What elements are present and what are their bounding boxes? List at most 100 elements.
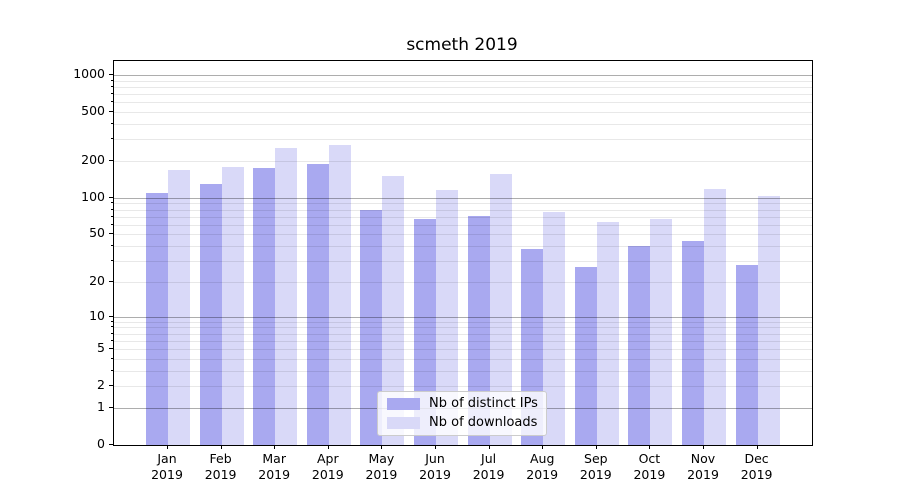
legend: Nb of distinct IPs Nb of downloads [377, 391, 547, 436]
bar-downloads-dec [757, 195, 780, 445]
y-minor-tick-mark [111, 79, 113, 81]
bar-downloads-jun [436, 189, 458, 445]
x-tick-mark [274, 445, 276, 449]
y-tick-mark [109, 74, 113, 75]
x-tick-label-jun: Jun 2019 [419, 451, 451, 482]
y-tick-mark [109, 233, 113, 235]
x-tick-label-oct: Oct 2019 [633, 451, 666, 482]
y-minor-tick-mark [111, 202, 113, 204]
gridline-minor [114, 327, 812, 329]
x-tick-label-apr: Apr 2019 [311, 451, 344, 482]
y-tick-mark [109, 385, 113, 387]
bar-distinct-ips-nov [682, 241, 704, 445]
gridline-minor [114, 139, 812, 141]
gridline-minor [114, 86, 812, 88]
x-tick-mark [327, 445, 329, 449]
y-tick-label: 1000 [73, 66, 105, 81]
gridline-major [114, 75, 812, 76]
y-tick-mark [109, 348, 113, 349]
y-minor-tick-mark [111, 326, 113, 328]
y-tick-mark [109, 406, 113, 408]
x-tick-label-aug: Aug 2019 [526, 451, 559, 482]
bar-downloads-nov [704, 189, 726, 445]
y-tick-label: 100 [81, 188, 105, 204]
bar-downloads-aug [543, 211, 566, 445]
gridline-minor [114, 358, 812, 360]
y-tick-label: 1 [97, 398, 105, 414]
y-minor-tick-mark [111, 138, 113, 140]
bar-downloads-feb [221, 166, 244, 445]
y-minor-tick-mark [111, 215, 113, 217]
legend-label-distinct-ips: Nb of distinct IPs [429, 396, 538, 411]
legend-item-downloads: Nb of downloads [378, 415, 546, 431]
y-minor-tick-mark [111, 332, 113, 334]
bar-downloads-jul [489, 173, 512, 445]
y-tick-mark [109, 196, 113, 198]
y-tick-mark [109, 111, 113, 112]
x-tick-label-dec: Dec 2019 [740, 451, 773, 482]
x-tick-mark [595, 445, 597, 449]
y-tick-mark [109, 444, 113, 445]
bar-distinct-ips-jan [146, 192, 168, 445]
y-minor-tick-mark [111, 85, 113, 87]
gridline-minor [114, 80, 812, 82]
y-minor-tick-mark [111, 223, 113, 225]
y-minor-tick-mark [111, 101, 113, 103]
gridline-minor [114, 386, 812, 388]
y-minor-tick-mark [111, 320, 113, 322]
bar-distinct-ips-sep [574, 266, 597, 445]
x-tick-label-may: May 2019 [365, 451, 398, 482]
gridline-minor [114, 340, 812, 342]
bar-downloads-apr [328, 144, 351, 445]
bar-downloads-oct [650, 219, 673, 445]
bar-distinct-ips-oct [628, 246, 651, 445]
bar-downloads-jan [168, 169, 190, 445]
gridline-minor [114, 112, 812, 113]
x-tick-label-sep: Sep 2019 [579, 451, 612, 482]
gridline-minor [114, 333, 812, 335]
y-tick-label: 2 [97, 377, 105, 393]
y-minor-tick-mark [111, 339, 113, 341]
bar-downloads-may [382, 176, 405, 445]
x-tick-mark [167, 445, 168, 449]
legend-swatch-distinct-ips [387, 398, 420, 410]
y-tick-label: 0 [97, 436, 105, 451]
y-tick-label: 200 [81, 151, 105, 167]
gridline-minor [114, 246, 812, 248]
y-tick-mark [109, 280, 113, 282]
gridline-minor [114, 102, 812, 104]
plot-area [113, 60, 813, 446]
y-tick-label: 500 [81, 103, 105, 118]
bar-distinct-ips-jul [467, 215, 490, 445]
gridline-minor [114, 261, 812, 263]
y-minor-tick-mark [111, 369, 113, 371]
gridline-minor [114, 234, 812, 236]
gridline-major [114, 197, 812, 199]
gridline-minor [114, 209, 812, 211]
y-tick-label: 50 [89, 225, 105, 241]
x-tick-mark [542, 445, 544, 449]
gridline-minor [114, 370, 812, 372]
x-tick-mark [756, 445, 758, 449]
y-minor-tick-mark [111, 245, 113, 247]
x-tick-mark [220, 445, 222, 449]
bar-downloads-mar [275, 148, 298, 445]
x-tick-mark [488, 445, 490, 449]
legend-item-distinct-ips: Nb of distinct IPs [378, 396, 546, 412]
legend-swatch-downloads [387, 417, 420, 429]
bar-distinct-ips-apr [306, 163, 329, 445]
x-tick-label-nov: Nov 2019 [687, 451, 719, 482]
gridline-major [114, 316, 812, 318]
x-tick-mark [435, 445, 436, 449]
x-tick-label-jan: Jan 2019 [151, 451, 183, 482]
y-minor-tick-mark [111, 357, 113, 359]
x-tick-mark [649, 445, 651, 449]
bar-downloads-sep [596, 222, 619, 445]
y-tick-mark [109, 315, 113, 317]
gridline-minor [114, 160, 812, 162]
bar-distinct-ips-jun [414, 219, 436, 445]
y-minor-tick-mark [111, 123, 113, 124]
bar-distinct-ips-dec [735, 264, 758, 445]
x-tick-label-feb: Feb 2019 [204, 451, 237, 482]
